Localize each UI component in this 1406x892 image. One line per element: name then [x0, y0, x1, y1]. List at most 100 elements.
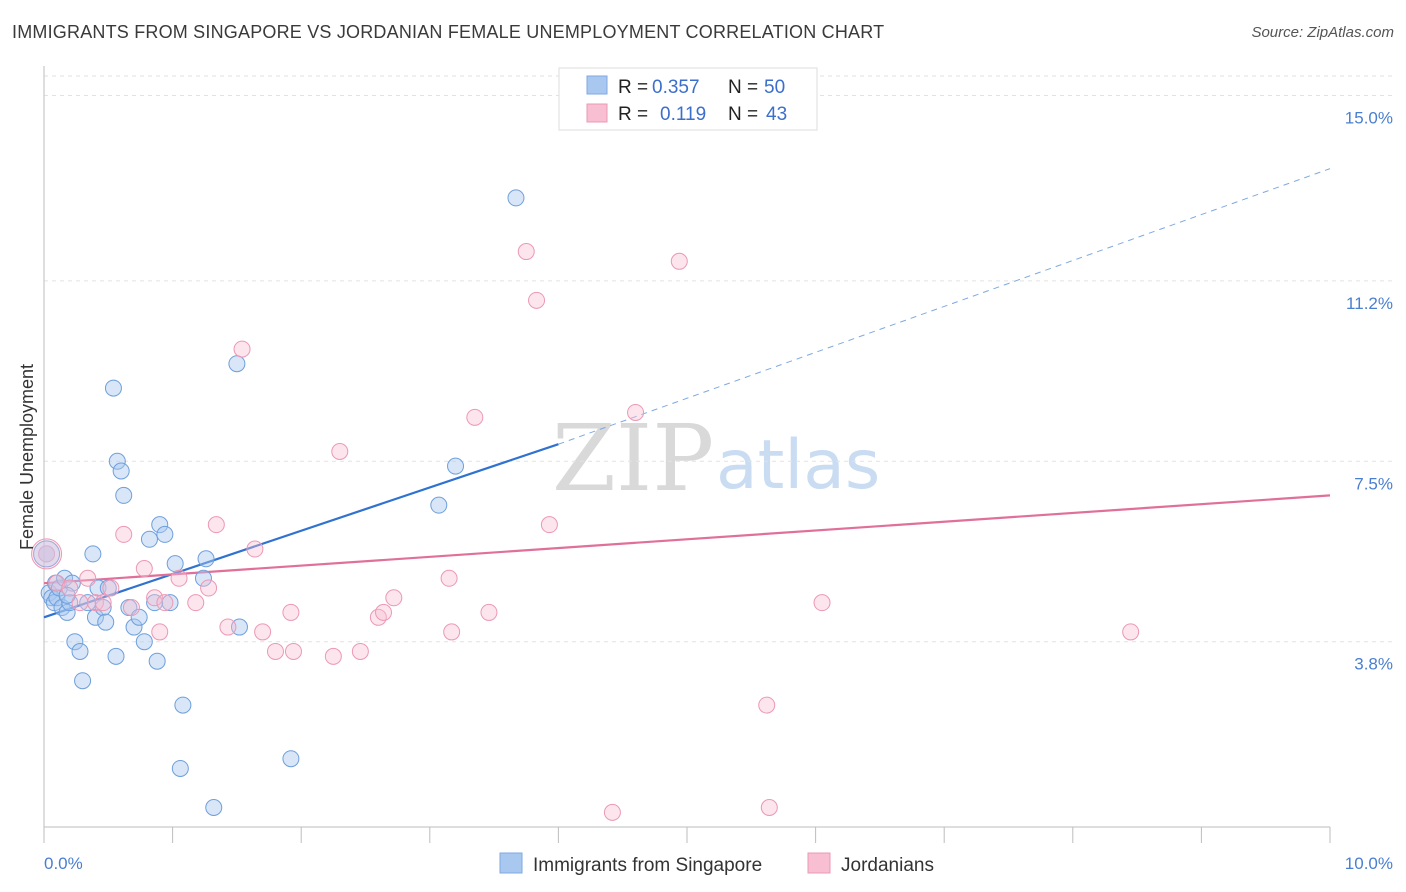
point-singapore	[447, 457, 465, 475]
point-singapore	[125, 618, 143, 636]
point-singapore	[115, 486, 133, 504]
bottom-legend-label-singapore: Immigrants from Singapore	[533, 855, 762, 876]
point-jordanians	[233, 340, 251, 358]
y-tick-labels: 3.8% 7.5% 11.2% 15.0%	[1345, 109, 1393, 674]
point-jordanians	[254, 623, 272, 641]
point-jordanians	[282, 603, 300, 621]
point-singapore	[430, 496, 448, 514]
watermark-atlas: atlas	[716, 426, 880, 505]
trend-lines	[43, 168, 1331, 619]
point-jordanians	[170, 569, 188, 587]
point-jordanians	[603, 803, 621, 821]
point-jordanians	[135, 560, 153, 578]
trend-line-singapore-projection	[558, 168, 1331, 445]
point-singapore	[97, 613, 115, 631]
point-singapore	[107, 647, 125, 665]
trend-line-jordanians	[43, 494, 1331, 585]
point-jordanians	[156, 594, 174, 612]
point-jordanians	[38, 545, 56, 563]
point-jordanians	[102, 579, 120, 597]
point-jordanians	[440, 569, 458, 587]
point-jordanians	[528, 291, 546, 309]
point-jordanians-large	[31, 538, 63, 570]
point-singapore	[108, 452, 126, 470]
point-jordanians	[375, 603, 393, 621]
bottom-legend-label-jordanians: Jordanians	[841, 855, 934, 876]
legend-swatch-blue	[586, 75, 608, 95]
point-singapore-large	[33, 540, 61, 568]
point-singapore	[140, 530, 158, 548]
legend-r-label-1: R =	[618, 77, 648, 98]
point-jordanians	[324, 647, 342, 665]
axes	[43, 66, 1331, 843]
legend: R = 0.357 N = 50 R = 0.119 N = 43	[558, 67, 818, 131]
point-jordanians	[443, 623, 461, 641]
point-jordanians	[331, 443, 349, 460]
source-label: Source: ZipAtlas.com	[1251, 24, 1394, 41]
watermark-zip: ZIP	[552, 405, 714, 512]
point-singapore	[58, 603, 76, 621]
point-jordanians	[115, 525, 133, 543]
point-singapore	[205, 798, 223, 816]
y-tick-label: 11.2%	[1346, 294, 1393, 313]
legend-n-label-2: N =	[728, 104, 758, 125]
y-tick-label: 15.0%	[1345, 109, 1393, 128]
point-singapore	[48, 589, 66, 607]
point-jordanians	[758, 696, 776, 714]
y-tick-label: 3.8%	[1354, 655, 1393, 674]
point-jordanians	[122, 599, 140, 617]
chart-title: IMMIGRANTS FROM SINGAPORE VS JORDANIAN F…	[12, 22, 885, 42]
point-jordanians	[670, 252, 688, 270]
point-singapore	[135, 633, 153, 651]
legend-r-value-1: 0.357	[652, 77, 700, 98]
grid-lines	[44, 75, 1395, 643]
point-singapore	[194, 569, 212, 587]
point-jordanians	[246, 540, 264, 558]
point-singapore	[151, 516, 169, 534]
point-jordanians	[187, 594, 205, 612]
point-singapore	[104, 379, 122, 397]
point-jordanians	[466, 408, 484, 426]
point-jordanians	[385, 589, 403, 607]
legend-n-value-2: 43	[766, 104, 787, 125]
y-tick-label: 7.5%	[1354, 474, 1393, 493]
point-jordanians	[627, 403, 645, 421]
point-jordanians	[760, 798, 778, 816]
bottom-legend-swatch-singapore	[499, 852, 523, 874]
y-axis-title: Female Unemployment	[17, 364, 37, 550]
point-singapore	[507, 189, 525, 207]
point-jordanians	[284, 642, 302, 660]
bottom-legend-swatch-jordanians	[807, 852, 831, 874]
point-singapore	[197, 550, 215, 568]
point-jordanians	[94, 594, 112, 612]
point-singapore	[166, 555, 184, 573]
point-jordanians	[207, 516, 225, 534]
legend-r-label-2: R =	[618, 104, 648, 125]
point-jordanians	[351, 642, 369, 660]
point-jordanians	[266, 642, 284, 660]
point-singapore	[148, 652, 166, 670]
point-jordanians	[517, 243, 535, 261]
point-jordanians	[219, 618, 237, 636]
point-jordanians	[540, 516, 558, 534]
point-jordanians	[813, 594, 831, 612]
point-jordanians	[1122, 623, 1140, 641]
point-jordanians	[480, 603, 498, 621]
point-singapore	[74, 672, 92, 690]
legend-r-value-2: 0.119	[660, 104, 706, 125]
point-jordanians	[79, 569, 97, 587]
point-jordanians	[61, 579, 79, 597]
point-singapore	[71, 642, 89, 660]
point-singapore	[84, 545, 102, 563]
point-singapore	[112, 462, 130, 480]
bottom-legend: Immigrants from Singapore Jordanians	[499, 852, 934, 876]
point-singapore	[171, 759, 189, 777]
point-singapore	[282, 750, 300, 768]
point-singapore	[230, 618, 248, 636]
point-singapore	[161, 594, 179, 612]
x-tick-label-min: 0.0%	[44, 854, 83, 873]
point-jordanians	[146, 589, 164, 607]
point-singapore	[156, 525, 174, 543]
legend-n-value-1: 50	[764, 77, 785, 98]
point-jordanians	[71, 594, 89, 612]
